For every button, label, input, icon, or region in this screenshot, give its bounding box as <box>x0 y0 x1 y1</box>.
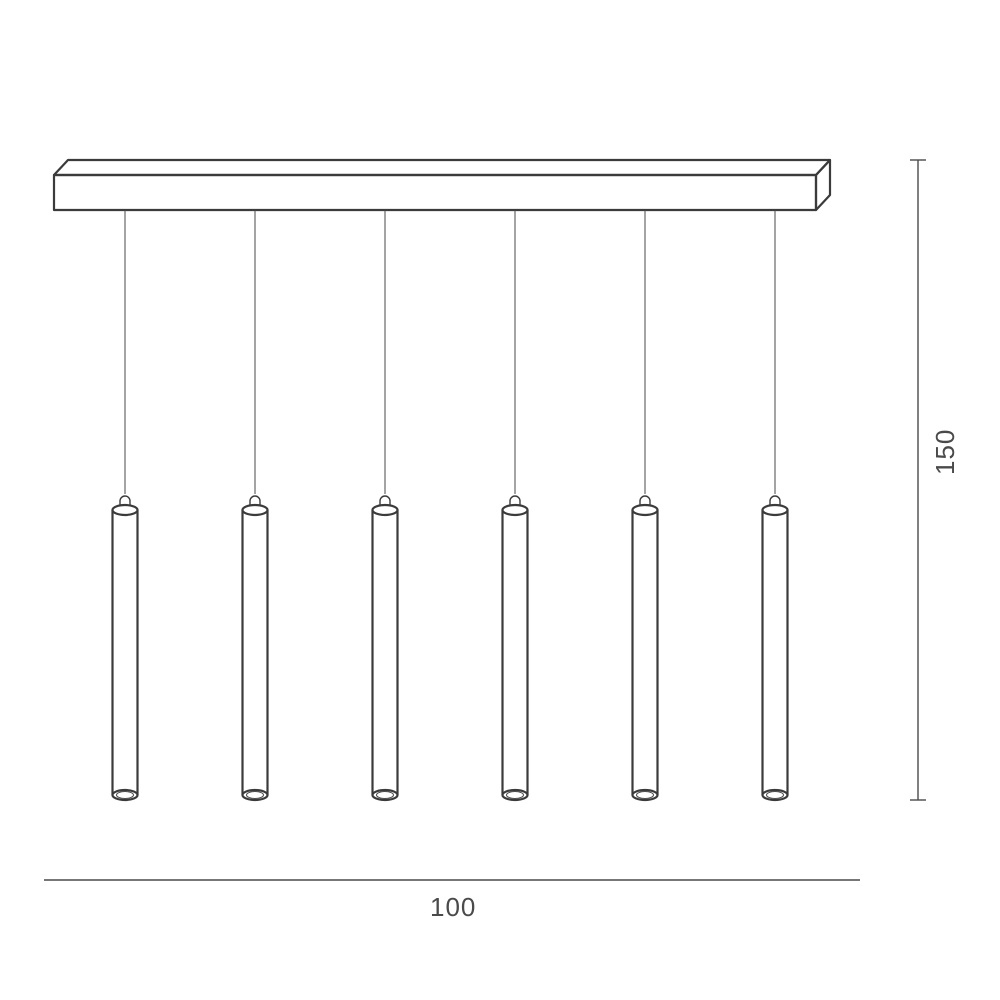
technical-drawing: 100 150 <box>0 0 1000 1000</box>
width-dimension-label: 100 <box>430 892 476 923</box>
drawing-svg <box>0 0 1000 1000</box>
height-dimension-label: 150 <box>930 429 961 475</box>
